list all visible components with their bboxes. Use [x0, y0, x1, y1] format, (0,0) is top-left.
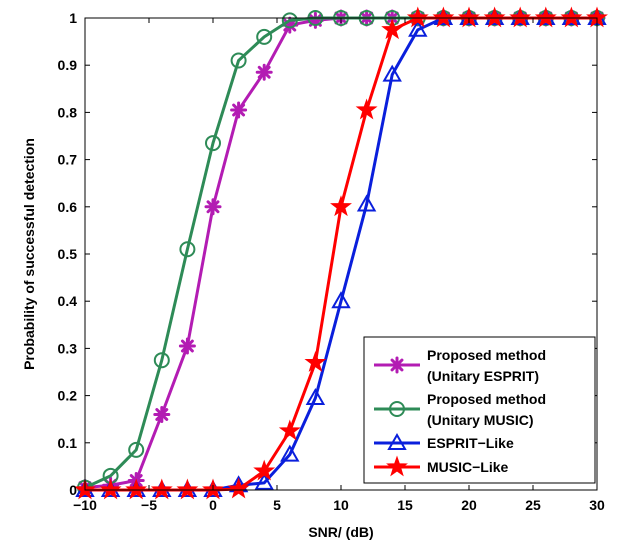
y-tick-label: 0.5 [58, 246, 78, 262]
y-axis-label: Probability of successful detection [21, 138, 37, 370]
legend-entry-4: MUSIC−Like [374, 455, 509, 477]
axis-layer: −10 −5 0 5 10 15 20 25 30 0 0.1 0.2 0.3 0.4 0.5 0.6 0.7 0… [58, 10, 605, 513]
legend-label: Proposed method [427, 347, 546, 363]
data-point-star [381, 18, 404, 40]
y-tick-label: 0.6 [58, 199, 78, 215]
data-point-star [432, 6, 455, 28]
data-point-triangle [331, 291, 351, 309]
plot-frame [84, 17, 598, 491]
data-point-asterisk [204, 198, 222, 216]
data-point-asterisk [153, 405, 171, 423]
y-tick-label: 0.8 [58, 104, 78, 120]
data-point-star [150, 478, 173, 500]
x-tick-label: 25 [525, 497, 541, 513]
data-point-circle [256, 28, 273, 45]
x-tick-label: 5 [273, 497, 281, 513]
legend-label: (Unitary MUSIC) [427, 412, 534, 428]
legend-entry-1: Proposed method (Unitary ESPRIT) [374, 347, 546, 384]
data-point-asterisk [178, 337, 196, 355]
data-point-triangle [305, 387, 326, 405]
data-point-star [304, 351, 327, 372]
x-tick-label: 20 [461, 497, 477, 513]
legend-swatch-marker [389, 401, 405, 417]
y-tick-label: 0.4 [58, 293, 78, 309]
data-point-star [125, 478, 148, 500]
data-point-triangle [356, 194, 377, 212]
legend-label: (Unitary ESPRIT) [427, 368, 539, 384]
x-tick-label: 15 [397, 497, 413, 513]
data-point-star [227, 477, 250, 499]
x-tick-label: −10 [73, 497, 97, 513]
y-tick-label: 1 [69, 10, 77, 26]
legend-entry-3: ESPRIT−Like [374, 432, 514, 451]
x-tick-label: 10 [333, 497, 349, 513]
data-point-star [330, 195, 352, 217]
data-point-star [253, 459, 276, 481]
data-point-star [99, 478, 122, 500]
y-tick-label: 0.3 [58, 340, 78, 356]
data-point-triangle [280, 444, 300, 462]
data-point-star [406, 6, 429, 28]
data-point-star [483, 6, 506, 28]
data-point-star [176, 478, 199, 500]
data-point-triangle [254, 472, 274, 490]
data-point-circle [179, 241, 196, 258]
data-point-star [560, 6, 583, 28]
data-point-circle [281, 12, 298, 29]
legend: Proposed method(Unitary ESPRIT)Proposed … [363, 336, 596, 484]
data-point-asterisk [255, 63, 273, 81]
data-point-circle [230, 52, 247, 69]
data-point-circle [128, 441, 145, 458]
data-point-circle [205, 135, 221, 152]
data-point-triangle [382, 64, 402, 82]
data-point-star [534, 6, 557, 28]
legend-swatch-marker [388, 356, 406, 374]
x-axis-label: SNR/ (dB) [308, 524, 373, 540]
data-point-asterisk [230, 101, 248, 119]
x-tick-label: 0 [209, 497, 217, 513]
data-point-star [355, 98, 378, 120]
data-point-star [509, 6, 532, 28]
legend-label: MUSIC−Like [427, 459, 509, 475]
data-point-star [278, 419, 301, 441]
legend-swatch-marker [386, 455, 408, 477]
legend-entry-2: Proposed method (Unitary MUSIC) [374, 391, 546, 428]
y-tick-label: 0.7 [58, 152, 78, 168]
y-tick-label: 0.1 [58, 435, 78, 451]
data-point-triangle [408, 19, 428, 37]
y-tick-label: 0 [69, 482, 77, 498]
data-point-circle [153, 352, 170, 369]
x-tick-label: 30 [589, 497, 605, 513]
legend-swatch-marker [387, 432, 407, 450]
y-tick-label: 0.2 [58, 388, 78, 404]
legend-label: Proposed method [427, 391, 546, 407]
legend-label: ESPRIT−Like [427, 435, 514, 451]
x-tick-label: −5 [141, 497, 157, 513]
y-tick-label: 0.9 [58, 57, 78, 73]
